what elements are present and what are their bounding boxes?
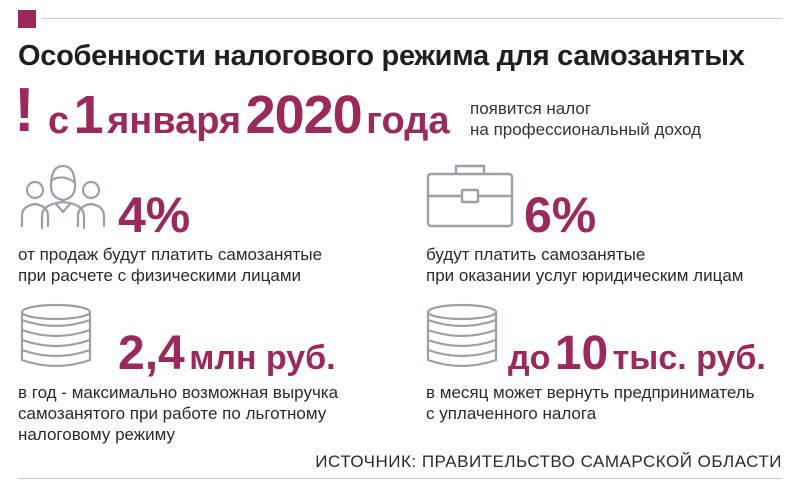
headline-day: 1	[73, 85, 104, 145]
stat-description: в год - максимально возможная выручка са…	[18, 382, 378, 445]
desc-line: самозанятого при работе по льготному	[18, 404, 327, 423]
stat-unit: млн руб.	[189, 339, 336, 377]
desc-line: при расчете с физическими лицами	[18, 266, 302, 285]
desc-line: налоговому режиму	[18, 425, 176, 444]
coins-icon	[20, 303, 92, 368]
stat-unit: тыс. руб.	[612, 339, 766, 377]
headline-prefix: с	[48, 100, 70, 142]
headline-note-line: на профессиональный доход	[470, 120, 702, 139]
stat-value-4-percent: 4%	[118, 187, 191, 243]
stat-number: 10	[554, 327, 609, 380]
desc-line: в месяц может вернуть предприниматель	[426, 383, 755, 402]
desc-line: от продаж будут платить самозанятые	[18, 245, 323, 264]
headline-suffix: года	[366, 100, 450, 142]
exclamation-mark: !	[14, 76, 35, 145]
bottom-divider	[18, 478, 782, 479]
source-credit: ИСТОЧНИК: ПРАВИТЕЛЬСТВО САМАРСКОЙ ОБЛАСТ…	[315, 452, 782, 471]
stat-description: будут платить самозанятые при оказании у…	[426, 244, 786, 286]
coins-icon	[426, 303, 498, 368]
headline-note: появится налог на профессиональный доход	[470, 98, 770, 140]
stat-value-refund: до 10 тыс. руб.	[508, 330, 766, 378]
stat-prefix: до	[508, 339, 551, 377]
top-divider	[42, 18, 782, 19]
stat-value-revenue: 2,4 млн руб.	[118, 330, 336, 378]
headline-date: с 1 января 2020 года	[48, 88, 449, 142]
headline-year: 2020	[245, 85, 363, 145]
stat-number: 2,4	[118, 327, 185, 380]
headline-note-line: появится налог	[470, 99, 592, 118]
desc-line: при оказании услуг юридическим лицам	[426, 266, 744, 285]
briefcase-icon	[426, 164, 514, 228]
corner-square-decoration	[18, 10, 36, 28]
desc-line: в год - максимально возможная выручка	[18, 383, 339, 402]
headline-month: января	[107, 100, 242, 142]
page-title: Особенности налогового режима для самоза…	[18, 40, 745, 72]
desc-line: с уплаченного налога	[426, 404, 597, 423]
desc-line: будут платить самозанятые	[426, 245, 646, 264]
stat-value-6-percent: 6%	[524, 187, 597, 243]
stat-description: в месяц может вернуть предприниматель с …	[426, 382, 786, 424]
people-icon	[20, 164, 106, 230]
stat-description: от продаж будут платить самозанятые при …	[18, 244, 378, 286]
